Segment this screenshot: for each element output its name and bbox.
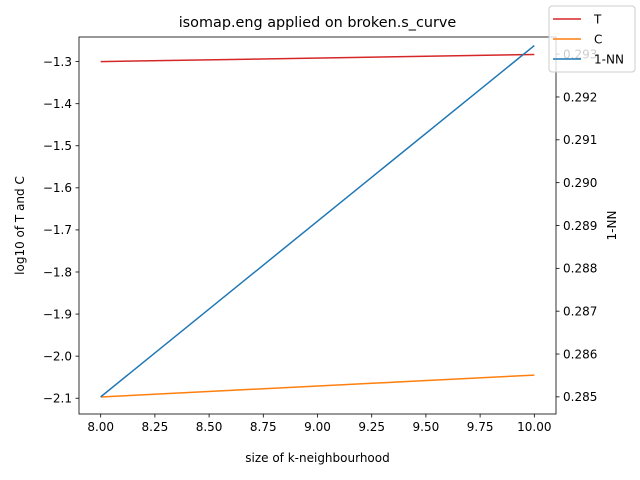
right-tick-label: 0.290 [563, 176, 597, 190]
x-tick-label: 8.75 [250, 420, 277, 434]
x-tick-label: 9.25 [358, 420, 385, 434]
legend-box [548, 5, 636, 73]
series-line-t [100, 53, 535, 63]
left-tick-label: −1.6 [43, 181, 72, 195]
x-tick-label: 9.75 [467, 420, 494, 434]
chart-title: isomap.eng applied on broken.s_curve [179, 15, 457, 31]
right-axis-label: 1-NN [605, 211, 619, 241]
x-axis-label: size of k-neighbourhood [245, 451, 389, 465]
right-axis-ticks: 0.285 0.286 0.287 0.288 0.289 0.290 0.291 0.292… [556, 47, 597, 404]
left-tick-label: −2.0 [43, 349, 72, 363]
legend-label-1-nn: 1-NN [594, 52, 624, 66]
left-tick-label: −1.3 [43, 55, 72, 69]
left-axis-label: log10 of T and C [13, 176, 27, 275]
legend: TC 1-NN [548, 5, 636, 73]
left-tick-label: −1.7 [43, 223, 72, 237]
x-tick-label: 8.50 [196, 420, 223, 434]
right-tick-label: 0.286 [563, 347, 597, 361]
left-tick-label: −2.1 [43, 392, 72, 406]
plot-frame [78, 36, 557, 415]
right-tick-label: 0.291 [563, 133, 597, 147]
left-tick-label: −1.9 [43, 307, 72, 321]
right-tick-label: 0.289 [563, 219, 597, 233]
left-axis-ticks: −2.1 −2.0 −1.9 −1.8 −1.7 −1.6 −1.5 −1.4 −1.3 [43, 55, 79, 406]
x-tick-label: 10.00 [517, 420, 551, 434]
right-tick-label: 0.287 [563, 304, 597, 318]
right-tick-label: 0.288 [563, 262, 597, 276]
left-tick-label: −1.4 [43, 97, 72, 111]
left-tick-label: −1.5 [43, 139, 72, 153]
right-tick-label: 0.292 [563, 90, 597, 104]
x-tick-label: 9.50 [413, 420, 440, 434]
x-axis-ticks: 8.00 8.25 8.50 8.75 9.00 9.25 9.50 9.75 10.00 [87, 414, 551, 434]
series-layer [100, 44, 535, 398]
x-tick-label: 8.25 [142, 420, 169, 434]
left-tick-label: −1.8 [43, 265, 72, 279]
right-tick-label: 0.285 [563, 390, 597, 404]
series-line-1-nn [100, 44, 535, 398]
x-tick-label: 8.00 [87, 420, 114, 434]
legend-label-t: T [593, 12, 602, 26]
x-tick-label: 9.00 [304, 420, 331, 434]
series-line-c [100, 374, 535, 398]
legend-label-c: C [594, 32, 602, 46]
